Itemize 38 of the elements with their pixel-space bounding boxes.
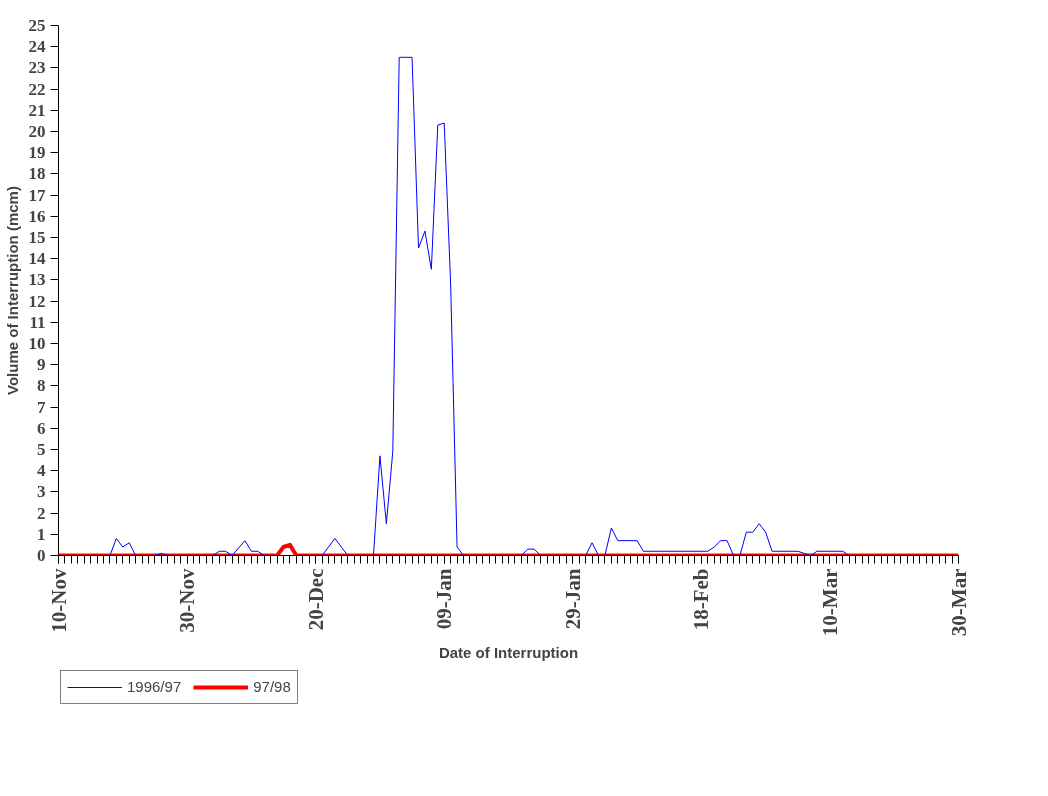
y-tick-label: 24: [28, 37, 46, 57]
y-tick-label: 9: [37, 355, 46, 375]
x-tick-label: 30-Mar: [946, 568, 971, 637]
legend-label: 97/98: [253, 678, 291, 695]
x-axis-title: Date of Interruption: [438, 644, 579, 662]
legend-label: 1996/97: [127, 678, 182, 695]
x-tick-label: 09-Jan: [432, 568, 457, 630]
y-axis-title: Volume of Interruption (mcm): [3, 186, 21, 395]
y-tick-label: 8: [37, 376, 46, 396]
y-tick-label: 4: [37, 461, 46, 481]
y-tick-label: 0: [37, 546, 46, 565]
y-tick-label: 1: [37, 524, 46, 544]
y-tick-label: 12: [28, 291, 46, 311]
y-tick-label: 11: [29, 312, 46, 332]
y-tick-label: 25: [28, 16, 46, 35]
y-tick-label: 17: [28, 185, 46, 205]
x-tick-label: 10-Nov: [46, 568, 71, 633]
x-tick-label: 29-Jan: [560, 568, 585, 630]
y-tick-label: 21: [28, 100, 46, 120]
y-tick-label: 15: [28, 228, 46, 247]
x-tick-label: 30-Nov: [175, 568, 200, 633]
y-tick-label: 2: [37, 503, 46, 523]
y-tick-label: 3: [37, 482, 46, 502]
y-tick-label: 10: [28, 334, 46, 353]
x-tick-label: 20-Dec: [303, 568, 328, 631]
x-tick-label: 10-Mar: [817, 568, 842, 637]
x-tick-label: 18-Feb: [689, 568, 714, 631]
y-tick-label: 16: [28, 206, 46, 226]
y-tick-label: 5: [37, 440, 46, 459]
y-tick-label: 18: [28, 164, 46, 184]
y-tick-label: 23: [28, 58, 46, 78]
y-tick-label: 14: [28, 249, 46, 269]
y-tick-label: 7: [37, 397, 46, 417]
y-tick-label: 13: [28, 270, 46, 290]
y-tick-label: 19: [28, 143, 46, 163]
y-tick-label: 6: [37, 418, 46, 438]
y-tick-label: 22: [28, 79, 46, 99]
y-tick-label: 20: [28, 122, 46, 141]
